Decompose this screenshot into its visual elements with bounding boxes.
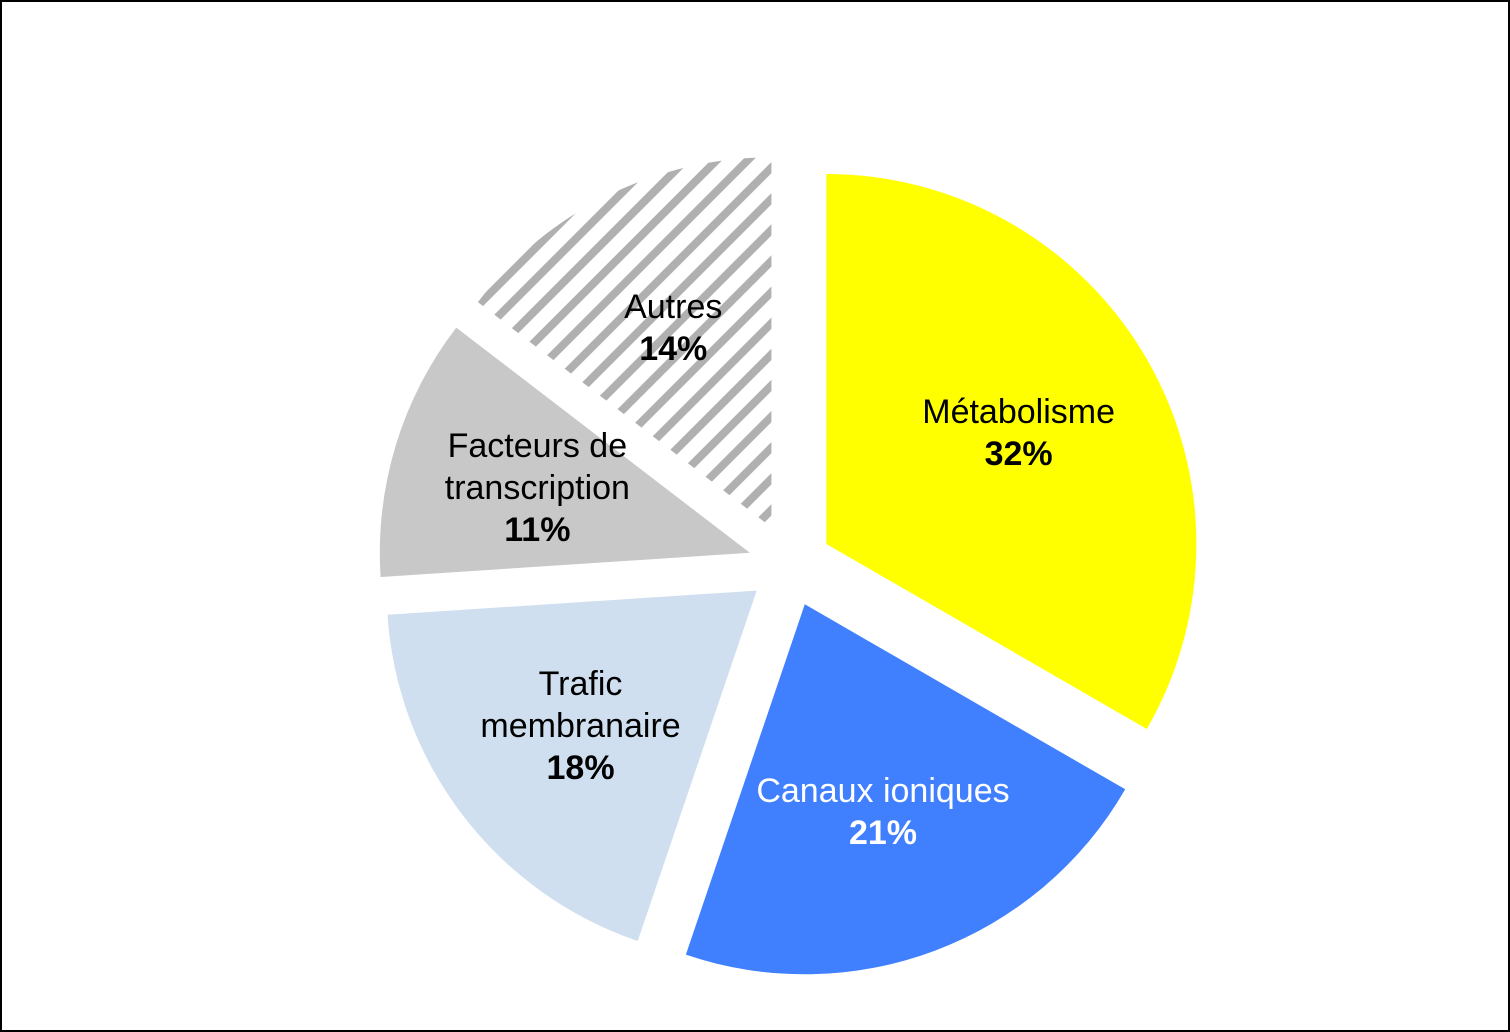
value-label: 21% — [848, 814, 918, 853]
value-label: 18% — [546, 748, 615, 787]
category-name: Canaux ioniques — [756, 772, 1010, 811]
slice-label: Métabolisme 32% — [869, 391, 1169, 475]
pie-slice — [685, 604, 1126, 975]
slice-label: Canaux ioniques 21% — [723, 770, 1043, 854]
slice-label: Autres 14% — [573, 286, 773, 370]
slice-label: Facteurs de transcription 11% — [417, 425, 657, 551]
category-name: Trafic membranaire — [480, 664, 681, 745]
pie-slice — [826, 174, 1197, 729]
category-name: Autres — [624, 288, 723, 327]
slice-label: Trafic membranaire 18% — [456, 663, 706, 789]
value-label: 11% — [504, 511, 571, 550]
category-name: Facteurs de transcription — [444, 427, 630, 508]
value-label: 14% — [639, 330, 708, 369]
pie-slice — [387, 590, 757, 941]
value-label: 32% — [984, 435, 1053, 473]
pie-slice — [379, 327, 750, 578]
pie-slice — [477, 157, 772, 528]
category-name: Métabolisme — [922, 393, 1115, 431]
